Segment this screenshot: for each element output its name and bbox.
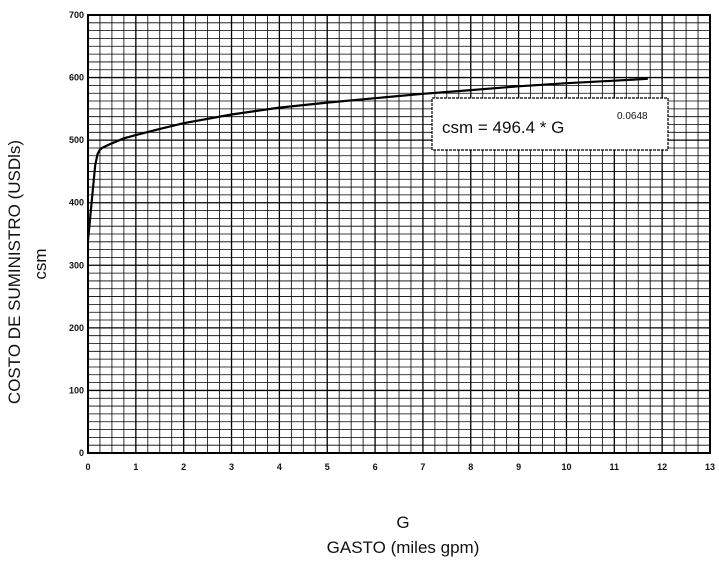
x-tick-label: 13 — [705, 462, 715, 472]
x-axis-label: G — [396, 513, 409, 532]
x-tick-label: 6 — [373, 462, 378, 472]
x-tick-label: 7 — [420, 462, 425, 472]
x-tick-label: 9 — [516, 462, 521, 472]
y-axis-label: COSTO DE SUMINISTRO (USDls) — [5, 140, 24, 404]
x-tick-label: 12 — [657, 462, 667, 472]
y-tick-label: 700 — [69, 10, 84, 20]
equation-box — [431, 97, 669, 151]
y-tick-label: 0 — [79, 448, 84, 458]
x-tick-label: 5 — [325, 462, 330, 472]
equation-exponent: 0.0648 — [617, 111, 648, 122]
x-axis-sublabel: GASTO (miles gpm) — [327, 538, 480, 557]
x-tick-label: 4 — [277, 462, 282, 472]
equation-annotation: csm = 496.4 * G 0.0648 — [431, 97, 669, 151]
equation-text: csm = 496.4 * G — [442, 118, 564, 137]
x-tick-label: 3 — [229, 462, 234, 472]
y-axis-sublabel: csm — [31, 248, 50, 279]
x-tick-label: 11 — [610, 462, 620, 472]
y-tick-label: 100 — [69, 385, 84, 395]
y-tick-label: 200 — [69, 323, 84, 333]
x-tick-label: 10 — [561, 462, 571, 472]
y-tick-label: 300 — [69, 260, 84, 270]
y-tick-label: 400 — [69, 198, 84, 208]
x-tick-label: 1 — [133, 462, 138, 472]
x-tick-label: 0 — [85, 462, 90, 472]
x-tick-label: 8 — [468, 462, 473, 472]
series-line — [86, 77, 648, 241]
x-tick-label: 2 — [181, 462, 186, 472]
y-tick-label: 500 — [69, 135, 84, 145]
series-layer — [86, 77, 648, 241]
y-tick-label: 600 — [69, 73, 84, 83]
